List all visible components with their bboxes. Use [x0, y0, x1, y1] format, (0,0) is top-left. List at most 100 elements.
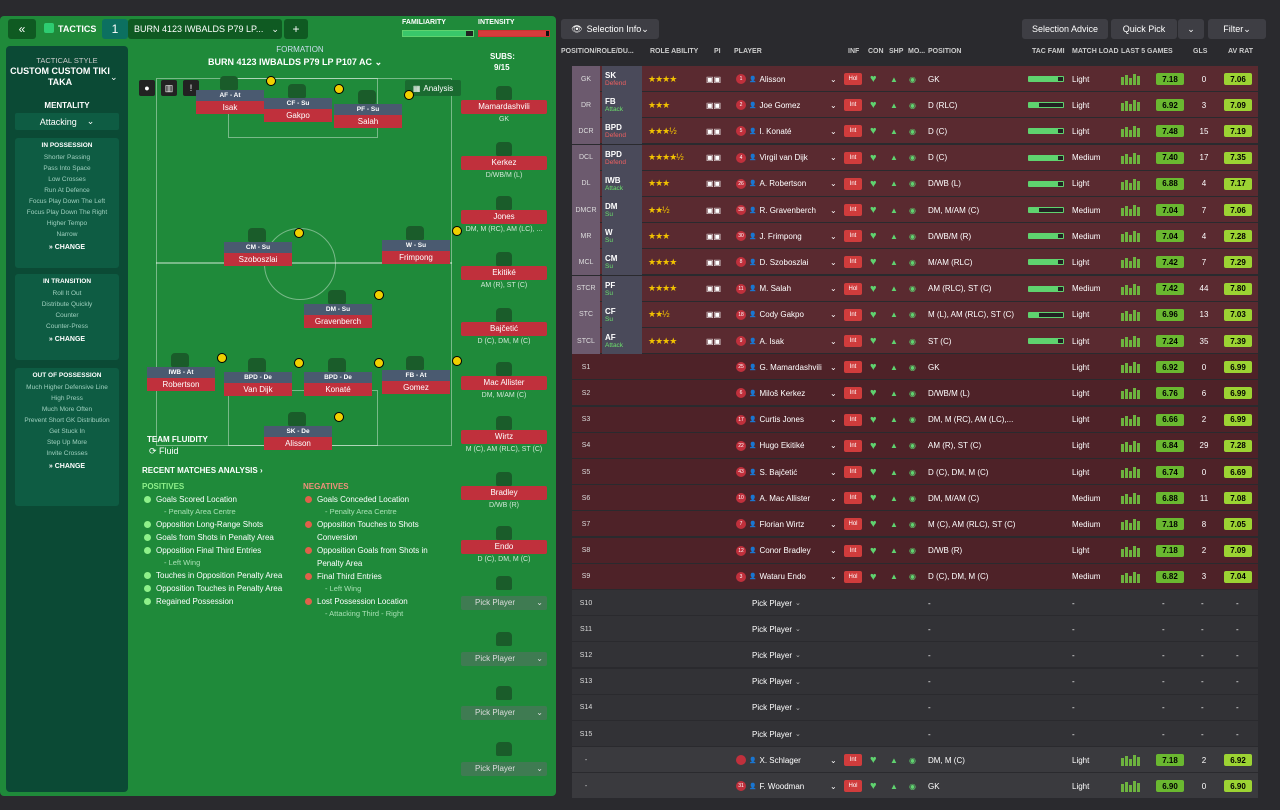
chevron-down-icon[interactable]: ⌄	[830, 415, 837, 425]
instruction-icon[interactable]	[374, 358, 384, 368]
instruction-icon[interactable]	[294, 228, 304, 238]
column-header[interactable]: SHP	[889, 48, 904, 55]
column-header[interactable]: INF	[848, 48, 860, 55]
selection-advice-button[interactable]: Selection Advice	[1022, 19, 1108, 39]
selection-info-button[interactable]: 👁 Selection Info ⌄	[561, 19, 659, 39]
table-row[interactable]: S3 17 👤 Curtis Jones ⌄ Int ♥ ▲ ◉ DM, M (RC), AM (…	[572, 406, 1258, 433]
table-row[interactable]: S12 Pick Player ⌄ - - - - -	[572, 642, 1258, 669]
pick-player-select[interactable]: Pick Player ⌄	[461, 706, 547, 720]
add-tactic-button[interactable]: +	[284, 19, 308, 39]
table-row[interactable]: S7 7 👤 Florian Wirtz ⌄ Hol ♥ ▲ ◉ M (C), AM (RLC),…	[572, 511, 1258, 538]
column-header[interactable]: GLS	[1193, 48, 1208, 55]
pick-player-select[interactable]: Pick Player ⌄	[461, 596, 547, 610]
formation-name[interactable]: BURN 4123 IWBALDS P79 LP P107 AC ⌄	[208, 57, 383, 67]
chevron-down-icon[interactable]: ⌄	[830, 755, 837, 765]
table-row[interactable]: STCR PF Su ★★★★ ▣▣ 11 👤 M. Salah ⌄ Hol ♥ ▲ ◉ AM (RLC)…	[572, 275, 1258, 302]
column-header[interactable]: TAC FAMI	[1032, 48, 1065, 55]
quick-pick-button[interactable]: Quick Pick	[1111, 19, 1177, 39]
sub-player[interactable]: Bradley	[461, 486, 547, 500]
chevron-down-icon[interactable]: ⌄	[830, 231, 837, 241]
pick-player-select[interactable]: Pick Player ⌄	[752, 729, 801, 739]
pick-player-select[interactable]: Pick Player ⌄	[752, 624, 801, 634]
player-cell[interactable]: 31 👤 F. Woodman	[736, 773, 804, 799]
column-header[interactable]: POSITION	[928, 48, 962, 55]
pick-player-select[interactable]: Pick Player ⌄	[752, 703, 801, 713]
instruction-icon[interactable]	[374, 290, 384, 300]
role-select[interactable]: CF Su	[602, 301, 642, 328]
player-instructions-icon[interactable]: ▣▣	[706, 205, 722, 215]
instruction-icon[interactable]	[452, 226, 462, 236]
sub-player[interactable]: Mamardashvili	[461, 100, 547, 114]
column-header[interactable]: CON	[868, 48, 884, 55]
player-cell[interactable]: 26 👤 A. Robertson	[736, 171, 806, 197]
role-select[interactable]: PF Su	[602, 275, 642, 302]
chevron-down-icon[interactable]: ⌄	[830, 441, 837, 451]
chevron-down-icon[interactable]: ⌄	[830, 493, 837, 503]
player-cell[interactable]: 6 👤 Miloš Kerkez	[736, 380, 805, 406]
table-row[interactable]: MCL CM Su ★★★★ ▣▣ 8 👤 D. Szoboszlai ⌄ Int ♥ ▲ ◉ M/AM …	[572, 249, 1258, 276]
role-select[interactable]: BPD Defend	[602, 144, 642, 171]
role-select[interactable]: FB Attack	[602, 92, 642, 119]
pick-player-select[interactable]: Pick Player ⌄	[752, 677, 801, 687]
sub-player[interactable]: Bajčetić	[461, 322, 547, 336]
chevron-down-icon[interactable]: ⌄	[830, 519, 837, 529]
table-row[interactable]: S13 Pick Player ⌄ - - - - -	[572, 668, 1258, 695]
table-row[interactable]: - 👤 X. Schlager ⌄ Int ♥ ▲ ◉ DM, M (C) Light 7.18 2 6…	[572, 747, 1258, 774]
player-cell[interactable]: 17 👤 Curtis Jones	[736, 407, 804, 433]
table-row[interactable]: DCR BPD Defend ★★★½ ▣▣ 5 👤 I. Konaté ⌄ Int ♥ ▲ ◉ D (C…	[572, 118, 1258, 145]
instruction-icon[interactable]	[334, 84, 344, 94]
table-row[interactable]: DCL BPD Defend ★★★★½ ▣▣ 4 👤 Virgil van Dijk ⌄ Int…	[572, 144, 1258, 171]
instruction-icon[interactable]	[217, 353, 227, 363]
chevron-down-icon[interactable]: ⌄	[830, 257, 837, 267]
player-cell[interactable]: 12 👤 Conor Bradley	[736, 538, 811, 564]
player-cell[interactable]: 10 👤 A. Mac Allister	[736, 485, 810, 511]
role-select[interactable]: SK Defend	[602, 66, 642, 92]
player-cell[interactable]: 11 👤 M. Salah	[736, 276, 791, 302]
table-row[interactable]: MR W Su ★★★ ▣▣ 30 👤 J. Frimpong ⌄ Int ♥ ▲ ◉ D/WB/M (R…	[572, 223, 1258, 250]
chevron-down-icon[interactable]: ⌄	[830, 336, 837, 346]
pick-player-select[interactable]: Pick Player ⌄	[752, 650, 801, 660]
table-row[interactable]: DMCR DM Su ★★½ ▣▣ 38 👤 R. Gravenberch ⌄ Int ♥ ▲ ◉ DM,…	[572, 197, 1258, 223]
table-row[interactable]: S9 3 👤 Wataru Endo ⌄ Hol ♥ ▲ ◉ D (C), DM, M (C) Me…	[572, 563, 1258, 590]
tactic-select[interactable]: BURN 4123 IWBALDS P79 LP... ⌄	[128, 19, 282, 39]
table-row[interactable]: S14 Pick Player ⌄ - - - - -	[572, 694, 1258, 721]
tactic-slot[interactable]: 1	[102, 19, 128, 39]
warning-icon[interactable]: !	[183, 80, 199, 96]
chevron-down-icon[interactable]: ⌄	[830, 467, 837, 477]
table-row[interactable]: DR FB Attack ★★★ ▣▣ 2 👤 Joe Gomez ⌄ Int ♥ ▲ ◉ D (RLC)…	[572, 92, 1258, 119]
info-icon[interactable]: ●	[139, 80, 155, 96]
table-row[interactable]: S4 22 👤 Hugo Ekitiké ⌄ Int ♥ ▲ ◉ AM (R), ST (C) Li…	[572, 432, 1258, 459]
mentality-select[interactable]: Attacking ⌄	[15, 113, 119, 130]
chevron-down-icon[interactable]: ⌄	[830, 781, 837, 791]
chevron-down-icon[interactable]: ⌄	[830, 572, 837, 582]
chevron-down-icon[interactable]: ⌄	[110, 72, 118, 82]
column-header[interactable]: ROLE ABILITY	[650, 48, 699, 55]
player-cell[interactable]: 7 👤 Florian Wirtz	[736, 511, 804, 537]
column-header[interactable]: PLAYER	[734, 48, 762, 55]
player-instructions-icon[interactable]: ▣▣	[706, 153, 722, 163]
player-cell[interactable]: 8 👤 D. Szoboszlai	[736, 249, 808, 275]
bar-chart-icon[interactable]: ▥	[161, 80, 177, 96]
pitch-player[interactable]: W - Su Frimpong	[382, 226, 462, 264]
role-select[interactable]: DM Su	[602, 197, 642, 223]
table-row[interactable]: S11 Pick Player ⌄ - - - - -	[572, 616, 1258, 643]
player-cell[interactable]: 38 👤 R. Gravenberch	[736, 197, 816, 223]
role-select[interactable]: IWB Attack	[602, 170, 642, 197]
role-select[interactable]: CM Su	[602, 249, 642, 276]
player-cell[interactable]: 43 👤 S. Bajčetić	[736, 459, 797, 485]
pitch-player[interactable]: SK - De Alisson	[264, 412, 344, 450]
pitch-player[interactable]: DM - Su Gravenberch	[304, 290, 384, 328]
player-cell[interactable]: 2 👤 Joe Gomez	[736, 92, 800, 118]
table-row[interactable]: S2 6 👤 Miloš Kerkez ⌄ Int ♥ ▲ ◉ D/WB/M (L) Light 6.…	[572, 380, 1258, 407]
recent-matches-title[interactable]: RECENT MATCHES ANALYSIS ›	[142, 466, 263, 475]
player-instructions-icon[interactable]: ▣▣	[706, 100, 722, 110]
player-cell[interactable]: 25 👤 G. Mamardashvili	[736, 354, 822, 380]
player-instructions-icon[interactable]: ▣▣	[706, 336, 722, 346]
back-button[interactable]: «	[8, 19, 36, 39]
sub-player[interactable]: Mac Allister	[461, 376, 547, 390]
player-cell[interactable]: 5 👤 I. Konaté	[736, 118, 792, 144]
pick-player-select[interactable]: Pick Player ⌄	[461, 762, 547, 776]
player-instructions-icon[interactable]: ▣▣	[706, 74, 722, 84]
role-select[interactable]: AF Attack	[602, 328, 642, 354]
sub-player[interactable]: Ekitiké	[461, 266, 547, 280]
